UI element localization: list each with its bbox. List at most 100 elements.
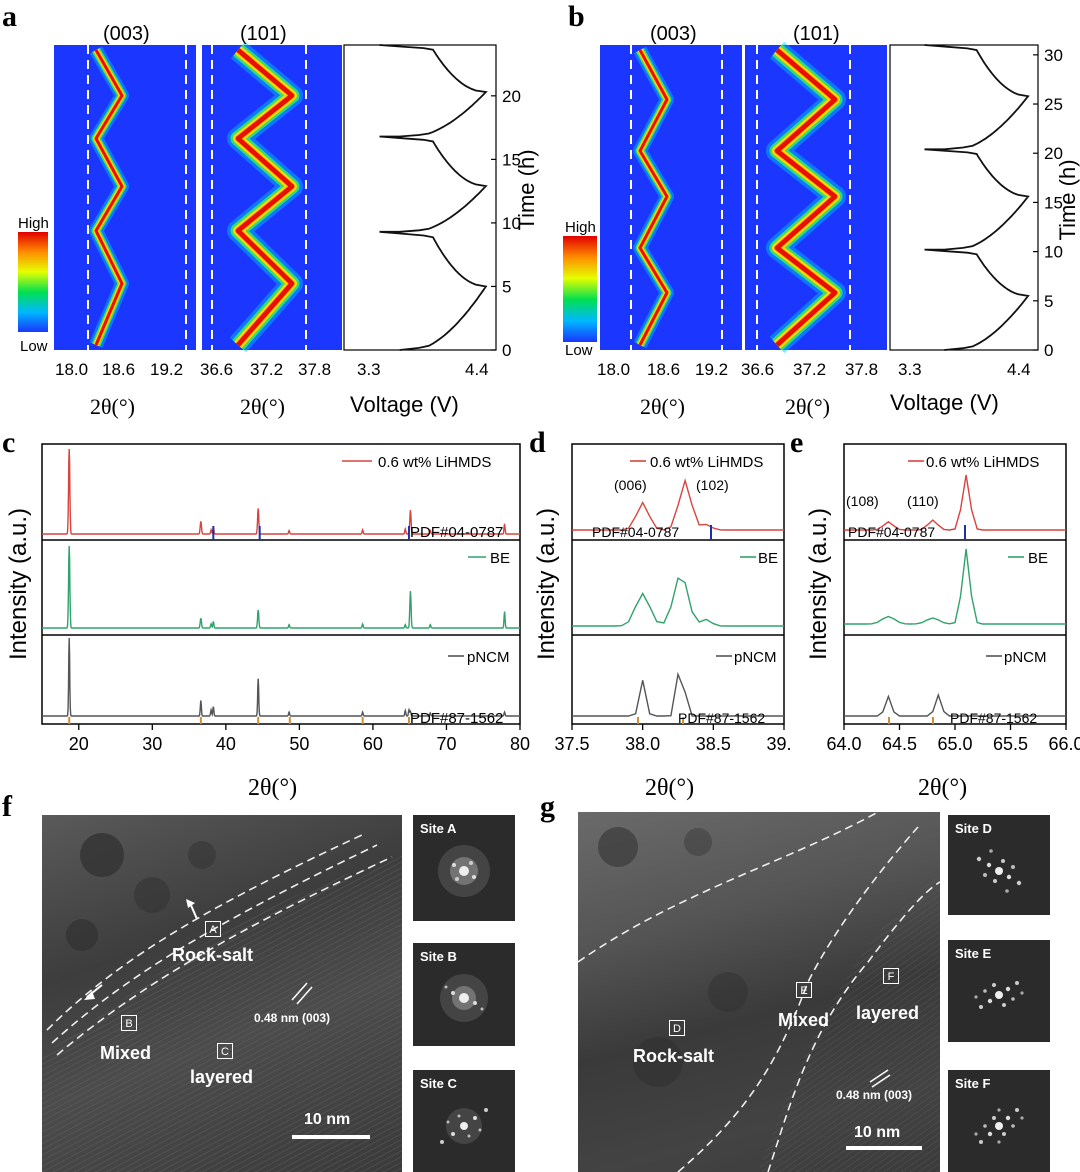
ylabel-intensity: Intensity (a.u.) [5,508,32,660]
fft-pattern [976,849,1022,893]
time-tick-label: 0 [502,341,511,360]
x-tick-label: 65.5 [993,734,1028,754]
xrd-zoom-be [844,548,1066,625]
time-tick-label: 5 [502,277,511,296]
label-mixed: Mixed [100,1043,152,1063]
time-tick-label: 5 [1044,292,1053,311]
tick-18.6: 18.6 [102,360,135,379]
legend-lihmds: 0.6 wt% LiHMDS [926,454,1039,471]
x-tick-label: 65.0 [937,734,972,754]
x-tick-label: 20 [69,734,89,754]
hkl-003-label: (003) [103,23,150,45]
fft-label: Site D [955,821,992,836]
time-axis: 0 5 10 15 20 25 30 [1033,46,1063,360]
panel-label-f: f [2,790,12,823]
x-tick-label: 38.0 [625,734,660,754]
voltage-plot-frame [343,44,497,351]
xlabel-2theta-003: 2θ(°) [640,394,685,419]
plot-frame [571,443,785,725]
colorbar-high-label: High [18,215,49,232]
tick-19.2: 19.2 [150,360,183,379]
peak-label-110: (110) [907,493,939,509]
legend-pncm: pNCM [734,649,777,666]
x-tick-label: 37.5 [554,734,589,754]
xlabel-2theta-101: 2θ(°) [785,394,830,419]
tick-36.6: 36.6 [200,360,233,379]
lattice-spacing: 0.48 nm (003) [836,1088,913,1102]
tem-image-f: A Rock-salt B Mixed C layered 0.48 nm (0… [42,815,402,1172]
panel-a-operando-xrd: High Low (003) (101) 0 5 10 15 20 Time (h) 1… [18,23,539,419]
ref-pdf-04-0787: PDF#04-0787 [410,524,503,541]
x-tick-label: 64.0 [826,734,861,754]
legend-be: BE [758,550,778,567]
scale-bar-label: 10 nm [304,1111,351,1128]
panel-label-g: g [540,790,555,823]
site-box-b: B [121,1015,137,1031]
x-tick-label: 38.5 [696,734,731,754]
fft-label: Site B [420,949,457,964]
time-tick-label: 30 [1044,46,1063,65]
fft-pattern [974,981,1024,1009]
x-tick-label: 30 [142,734,162,754]
map-003-peaks [633,46,674,349]
xrd-zoom-be [572,576,784,627]
xrd-pattern-pncm [42,637,520,718]
fft-site-a: Site A [413,815,515,921]
fft-site-c: Site C [413,1070,515,1172]
peak-label-006: (006) [614,477,647,493]
panel-d-xrd-zoom: 0.6 wt% LiHMDS (006) (102) PDF#04-0787 B… [533,443,792,801]
x-tick-label: 60 [363,734,383,754]
fft-site-e: Site E [948,940,1050,1042]
fft-label: Site F [955,1076,991,1091]
panel-c-xrd-full: 0.6 wt% LiHMDS BE pNCM PDF#04-0787 PDF#8… [5,443,530,801]
peak-max [235,48,295,347]
map-101-peaks [227,41,303,353]
xlabel-voltage: Voltage (V) [350,392,459,417]
tick-37.2: 37.2 [250,360,283,379]
tick-18.0: 18.0 [55,360,88,379]
voltage-curve [924,44,1030,351]
site-box-e: E [796,982,812,998]
x-tick-label: 50 [289,734,309,754]
time-tick-label: 10 [502,214,521,233]
colorbar-low-label: Low [565,342,593,359]
label-rock-salt: Rock-salt [633,1046,715,1066]
xlabel-voltage: Voltage (V) [890,390,999,415]
panel-label-c: c [2,426,16,459]
x-axis-ticks: 20 30 40 50 60 70 80 [69,724,530,754]
ref-pdf-87-1562: PDF#87-1562 [410,710,503,727]
time-tick-label: 15 [1044,193,1063,212]
reference-ticks [68,526,410,724]
map-101-peaks [766,41,846,354]
fft-label: Site C [420,1076,457,1091]
fft-site-d: Site D [948,815,1050,915]
colorbar-high-label: High [565,219,596,236]
xlabel-2theta-101: 2θ(°) [240,394,285,419]
time-tick-label: 0 [1044,341,1053,360]
peak-max [774,48,838,347]
xrd-zoom-lihmds [844,474,1066,531]
hkl-101-label: (101) [793,23,840,45]
x-tick-label: 80 [510,734,530,754]
fft-label: Site E [955,946,992,961]
label-layered: layered [190,1067,254,1087]
ref-pdf-87-1562: PDF#87-1562 [950,710,1037,726]
time-tick-label: 15 [502,150,521,169]
tick-18.6: 18.6 [647,360,680,379]
colorbar [18,232,48,332]
scale-bar-label: 10 nm [854,1124,901,1141]
tick-4.4: 4.4 [465,360,489,379]
xrd-zoom-lihmds [572,477,784,531]
site-box-f: F [883,968,899,984]
tick-19.2: 19.2 [695,360,728,379]
ref-pdf-04-0787: PDF#04-0787 [848,524,935,540]
legend-pncm: pNCM [467,649,510,666]
time-tick-label: 20 [1044,144,1063,163]
peak-max [94,49,124,346]
panel-label-a: a [2,0,17,33]
fft-pattern [440,974,488,1022]
fft-pattern [974,1108,1024,1144]
xlabel-2theta-003: 2θ(°) [90,394,135,419]
x-tick-label: 66.0 [1048,734,1080,754]
